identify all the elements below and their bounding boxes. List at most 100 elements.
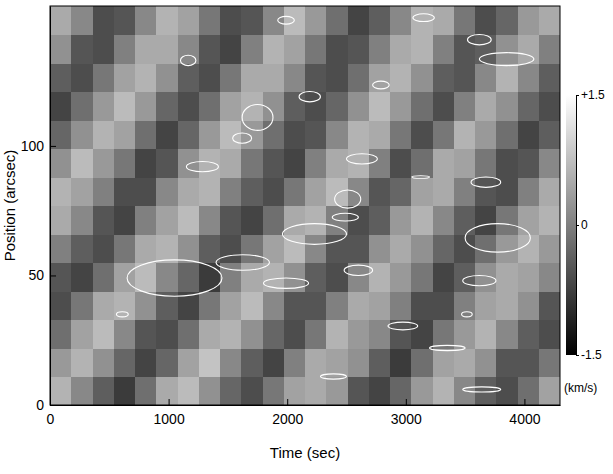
heatmap-cell [475, 6, 497, 35]
heatmap-cell [241, 348, 263, 377]
colorbar-axis: +1.5 0 -1.5 [576, 88, 605, 362]
heatmap-cell [71, 348, 93, 377]
heatmap-cell [390, 234, 412, 263]
axis-line [51, 405, 561, 406]
heatmap-cell [284, 206, 306, 235]
y-axis-title: Position (arcsec) [1, 150, 18, 262]
heatmap-cell [539, 348, 560, 377]
heatmap-cell [454, 92, 476, 121]
heatmap-cell [284, 320, 306, 349]
heatmap-cell [263, 206, 285, 235]
heatmap-cell [199, 291, 221, 320]
heatmap-cell [135, 291, 157, 320]
tick-label: 0 [581, 218, 588, 232]
heatmap-cell [263, 6, 285, 35]
heatmap-cell [454, 263, 476, 292]
heatmap-cell [263, 320, 285, 349]
heatmap-cell [348, 149, 370, 178]
contour [467, 35, 491, 45]
heatmap-cell [475, 120, 497, 149]
tick-label: 50 [28, 267, 44, 283]
contour [471, 177, 501, 187]
heatmap-cell [390, 63, 412, 92]
heatmap-cell [178, 234, 200, 263]
heatmap-cell [348, 35, 370, 64]
heatmap-cell [475, 291, 497, 320]
heatmap-cell [156, 149, 178, 178]
x-axis: 01000200030004000 [47, 399, 561, 427]
contour [463, 387, 501, 392]
heatmap-cell [93, 320, 115, 349]
heatmap-cell [178, 206, 200, 235]
heatmap-cell [135, 206, 157, 235]
heatmap-cell [433, 177, 455, 206]
tick-label: -1.5 [581, 348, 602, 362]
heatmap-cell [539, 92, 560, 121]
tick-mark [169, 399, 170, 405]
heatmap-cell [199, 377, 221, 406]
y-axis: 050100 [21, 7, 56, 413]
heatmap-cell [326, 320, 348, 349]
heatmap-cell [241, 149, 263, 178]
tick: 3000 [391, 399, 422, 427]
heatmap-cell [220, 291, 242, 320]
heatmap-cell [433, 291, 455, 320]
heatmap-cell [348, 348, 370, 377]
heatmap-cell [220, 149, 242, 178]
contour [412, 176, 430, 179]
heatmap-cell [50, 6, 72, 35]
heatmap-cell [390, 348, 412, 377]
heatmap-cell [135, 348, 157, 377]
heatmap-cell [71, 206, 93, 235]
contour [186, 161, 218, 171]
heatmap-cell [305, 120, 327, 149]
heatmap-cell [475, 149, 497, 178]
heatmap-cell [411, 149, 433, 178]
heatmap-cell [284, 35, 306, 64]
heatmap-cell [326, 63, 348, 92]
heatmap-cell [390, 263, 412, 292]
heatmap-cell [178, 120, 200, 149]
heatmap-cell [539, 291, 560, 320]
tick: +1.5 [576, 88, 605, 102]
heatmap-cell [305, 263, 327, 292]
heatmap-cell [135, 6, 157, 35]
contour [299, 92, 320, 102]
heatmap-cell [93, 291, 115, 320]
heatmap-cell [390, 206, 412, 235]
heatmap-cell [539, 149, 560, 178]
contour [344, 265, 372, 275]
heatmap-cell [411, 35, 433, 64]
heatmap-cell [199, 348, 221, 377]
heatmap-cell [433, 206, 455, 235]
tick: 50 [28, 267, 56, 283]
contour [347, 154, 378, 164]
heatmap-cell [135, 320, 157, 349]
heatmap-cell [348, 177, 370, 206]
heatmap-cell [220, 377, 242, 406]
heatmap-cell [348, 63, 370, 92]
heatmap-cell [50, 291, 72, 320]
heatmap-cell [114, 377, 136, 406]
contour [388, 322, 418, 330]
tick-label: 1000 [154, 411, 185, 427]
heatmap-cell [114, 92, 136, 121]
heatmap-cell [411, 63, 433, 92]
heatmap-cell [518, 120, 540, 149]
heatmap-cell [305, 234, 327, 263]
heatmap-cell [454, 6, 476, 35]
heatmap-cell [518, 320, 540, 349]
heatmap-cell [305, 320, 327, 349]
heatmap-cell [433, 263, 455, 292]
heatmap-cell [305, 63, 327, 92]
heatmap-cell [93, 63, 115, 92]
heatmap-cell [50, 177, 72, 206]
heatmap-cell [93, 234, 115, 263]
tick-mark [576, 355, 579, 356]
heatmap-cell [284, 92, 306, 121]
heatmap-cell [50, 206, 72, 235]
heatmap-cell [390, 177, 412, 206]
heatmap-cell [50, 63, 72, 92]
heatmap-cell [496, 6, 518, 35]
tick-label: 3000 [391, 411, 422, 427]
